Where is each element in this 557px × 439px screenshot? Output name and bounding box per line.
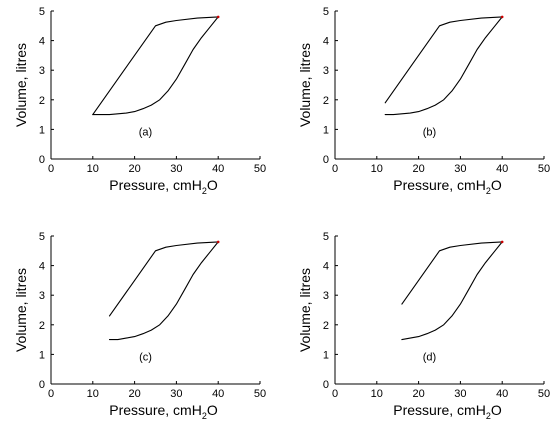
y-tick-label: 0 bbox=[39, 154, 45, 166]
x-axis-label-main: Pressure, cmH bbox=[393, 402, 486, 418]
x-tick-label: 0 bbox=[48, 163, 54, 175]
y-tick-label: 5 bbox=[323, 231, 329, 243]
y-tick-label: 1 bbox=[323, 349, 329, 361]
x-axis-label: Pressure, cmH2O bbox=[109, 177, 218, 196]
y-tick-label: 3 bbox=[39, 290, 45, 302]
y-tick-label: 3 bbox=[39, 65, 45, 77]
x-tick-label: 0 bbox=[48, 388, 54, 400]
y-tick-label: 4 bbox=[39, 36, 45, 48]
x-axis-label: Pressure, cmH2O bbox=[393, 402, 502, 421]
x-tick-label: 50 bbox=[538, 163, 550, 175]
x-axis-label-main: Pressure, cmH bbox=[393, 177, 486, 193]
y-tick-label: 0 bbox=[39, 379, 45, 391]
series-lower-line bbox=[108, 241, 219, 341]
endpoint-marker bbox=[500, 240, 504, 244]
x-tick-label: 50 bbox=[254, 163, 266, 175]
x-axis-label-subscript: 2 bbox=[202, 411, 207, 421]
panel-label: (b) bbox=[423, 126, 436, 138]
x-tick-label: 20 bbox=[412, 163, 424, 175]
x-tick-label: 20 bbox=[128, 163, 140, 175]
y-tick-label: 2 bbox=[39, 320, 45, 332]
x-tick-label: 30 bbox=[170, 388, 182, 400]
y-tick-label: 3 bbox=[323, 65, 329, 77]
y-tick-label: 1 bbox=[323, 124, 329, 136]
x-axis-label: Pressure, cmH2O bbox=[393, 177, 502, 196]
y-tick-label: 0 bbox=[323, 379, 329, 391]
y-axis-label: Volume, litres bbox=[13, 268, 29, 352]
x-axis-label: Pressure, cmH2O bbox=[109, 402, 218, 421]
x-axis-label-tail: O bbox=[207, 402, 218, 418]
y-tick-label: 1 bbox=[39, 349, 45, 361]
y-axis-label: Volume, litres bbox=[297, 43, 313, 127]
y-tick-label: 1 bbox=[39, 124, 45, 136]
panel-label: (c) bbox=[139, 351, 152, 363]
panel-label: (d) bbox=[423, 351, 436, 363]
x-axis-label-subscript: 2 bbox=[202, 186, 207, 196]
x-tick-label: 10 bbox=[87, 388, 99, 400]
y-tick-label: 2 bbox=[323, 320, 329, 332]
series-upper-line bbox=[108, 241, 219, 317]
x-axis-label-subscript: 2 bbox=[486, 186, 491, 196]
x-tick-label: 10 bbox=[371, 163, 383, 175]
y-tick-label: 4 bbox=[323, 261, 329, 273]
x-tick-label: 30 bbox=[170, 163, 182, 175]
series-upper-line bbox=[92, 16, 219, 116]
x-axis-label-tail: O bbox=[491, 402, 502, 418]
x-tick-label: 40 bbox=[496, 163, 508, 175]
x-tick-label: 50 bbox=[538, 388, 550, 400]
panel-label: (a) bbox=[139, 126, 152, 138]
series-lower-line bbox=[92, 16, 219, 116]
x-tick-label: 10 bbox=[87, 163, 99, 175]
y-tick-label: 0 bbox=[323, 154, 329, 166]
y-tick-label: 3 bbox=[323, 290, 329, 302]
x-tick-label: 40 bbox=[496, 388, 508, 400]
y-tick-label: 5 bbox=[323, 6, 329, 18]
y-tick-label: 5 bbox=[39, 231, 45, 243]
y-tick-label: 4 bbox=[39, 261, 45, 273]
x-tick-label: 40 bbox=[212, 163, 224, 175]
x-tick-label: 0 bbox=[332, 163, 338, 175]
series-lower-line bbox=[401, 241, 503, 341]
x-tick-label: 10 bbox=[371, 388, 383, 400]
x-axis-label-main: Pressure, cmH bbox=[109, 177, 202, 193]
x-tick-label: 20 bbox=[128, 388, 140, 400]
x-tick-label: 30 bbox=[454, 163, 466, 175]
x-axis-label-main: Pressure, cmH bbox=[109, 402, 202, 418]
series-upper-line bbox=[384, 16, 503, 104]
series-lower-line bbox=[384, 16, 503, 116]
y-tick-label: 2 bbox=[323, 95, 329, 107]
y-tick-label: 2 bbox=[39, 95, 45, 107]
endpoint-marker bbox=[500, 15, 504, 19]
x-tick-label: 30 bbox=[454, 388, 466, 400]
x-axis-label-tail: O bbox=[207, 177, 218, 193]
endpoint-marker bbox=[216, 15, 220, 19]
y-tick-label: 4 bbox=[323, 36, 329, 48]
x-tick-label: 40 bbox=[212, 388, 224, 400]
x-axis-label-subscript: 2 bbox=[486, 411, 491, 421]
x-tick-label: 50 bbox=[254, 388, 266, 400]
y-tick-label: 5 bbox=[39, 6, 45, 18]
endpoint-marker bbox=[216, 240, 220, 244]
x-tick-label: 20 bbox=[412, 388, 424, 400]
y-axis-label: Volume, litres bbox=[13, 43, 29, 127]
x-axis-label-tail: O bbox=[491, 177, 502, 193]
y-axis-label: Volume, litres bbox=[297, 268, 313, 352]
x-tick-label: 0 bbox=[332, 388, 338, 400]
series-upper-line bbox=[401, 241, 503, 305]
